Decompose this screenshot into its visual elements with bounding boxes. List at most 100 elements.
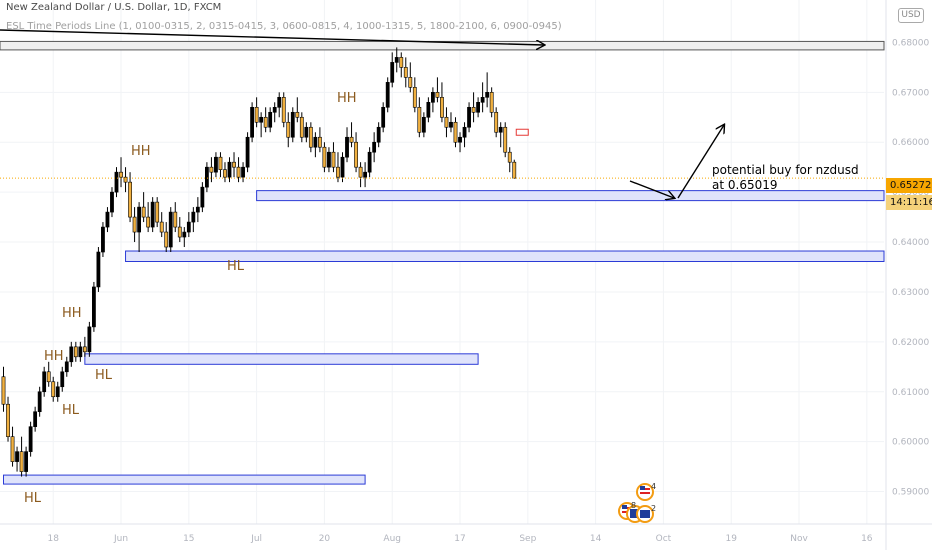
candle: [82, 346, 87, 353]
candle: [313, 136, 318, 148]
candle: [458, 136, 462, 143]
candle: [227, 161, 232, 178]
candle: [317, 136, 322, 148]
candle: [10, 436, 15, 462]
candle: [498, 126, 503, 133]
y-tick-label: 0.66000: [892, 138, 929, 148]
x-tick-label: Jul: [250, 534, 262, 544]
candle: [376, 126, 381, 143]
candle: [245, 136, 250, 168]
candle: [462, 126, 467, 138]
y-tick-label: 0.67000: [892, 88, 929, 98]
currency-badge[interactable]: USD: [898, 8, 924, 23]
candle: [449, 121, 453, 128]
candle: [254, 106, 259, 123]
candle: [60, 371, 65, 388]
candle: [28, 426, 33, 452]
candle: [114, 171, 119, 193]
candle: [177, 226, 182, 238]
candle: [503, 126, 508, 153]
x-tick-label: 18: [47, 534, 59, 544]
indicator-legend[interactable]: ESL Time Periods Line (1, 0100-0315, 2, …: [6, 21, 562, 32]
candle: [403, 67, 408, 78]
candle: [444, 116, 449, 128]
demand-zone[interactable]: [84, 353, 479, 365]
candle: [191, 211, 196, 223]
last-price-label: 0.65272: [886, 178, 932, 193]
candle: [42, 371, 47, 393]
candle: [119, 171, 123, 178]
candle: [1, 376, 6, 405]
candle: [195, 206, 200, 213]
candle: [173, 211, 178, 228]
candle: [24, 451, 29, 472]
candle: [236, 166, 241, 178]
x-tick-label: 15: [183, 534, 194, 544]
candle: [69, 346, 74, 363]
demand-zone[interactable]: [3, 474, 366, 485]
candle: [259, 116, 264, 123]
y-tick-label: 0.62000: [892, 338, 929, 348]
candle: [232, 161, 236, 168]
candle: [6, 403, 10, 437]
candle: [295, 111, 300, 118]
candle: [476, 102, 481, 113]
demand-zone[interactable]: [256, 190, 885, 202]
candle: [105, 211, 110, 228]
candle: [205, 166, 209, 188]
candle: [372, 141, 377, 153]
candle: [286, 121, 291, 138]
projection-arrow: [677, 125, 724, 199]
candle: [308, 126, 313, 148]
candle: [55, 386, 60, 398]
candle: [96, 251, 101, 288]
trade-note: potential buy for nzdusd at 0.65019: [712, 163, 859, 193]
candle: [345, 136, 349, 158]
candle: [110, 191, 114, 213]
candle: [268, 111, 273, 128]
x-tick-label: 19: [725, 534, 737, 544]
demand-zone[interactable]: [125, 250, 885, 263]
candle: [408, 77, 413, 88]
x-tick-label: Jun: [113, 534, 128, 544]
candle: [290, 111, 295, 138]
candle: [223, 169, 227, 178]
x-tick-label: Oct: [656, 534, 672, 544]
price-axis[interactable]: [886, 0, 932, 550]
y-tick-label: 0.61000: [892, 388, 929, 398]
trade-note-line-1: potential buy for nzdusd: [712, 163, 859, 177]
candle: [150, 201, 155, 228]
candle: [209, 166, 214, 173]
x-tick-label: Sep: [519, 534, 536, 544]
resistance-zone[interactable]: [0, 40, 885, 51]
candle: [46, 371, 51, 383]
candle: [73, 346, 78, 358]
candle: [186, 221, 191, 233]
resistance-arrow: [0, 29, 544, 45]
y-tick-label: 0.64000: [892, 238, 929, 248]
candle: [87, 326, 92, 353]
candle: [128, 181, 132, 218]
candle: [430, 92, 435, 103]
candle: [263, 116, 268, 128]
candle: [164, 231, 169, 248]
candle: [168, 211, 173, 248]
candle: [349, 136, 354, 143]
candle: [15, 451, 19, 462]
candle: [426, 102, 431, 118]
candle: [214, 156, 218, 173]
candle: [385, 82, 390, 108]
candle: [467, 106, 471, 128]
candle: [399, 57, 404, 68]
candle: [394, 57, 399, 63]
candle: [304, 126, 309, 138]
x-tick-label: 16: [861, 534, 873, 544]
hl-label: HL: [227, 259, 245, 274]
x-tick-label: 14: [590, 534, 602, 544]
hl-label: HL: [95, 368, 113, 383]
candle: [241, 166, 245, 178]
candle: [19, 451, 24, 472]
candle: [146, 216, 151, 228]
